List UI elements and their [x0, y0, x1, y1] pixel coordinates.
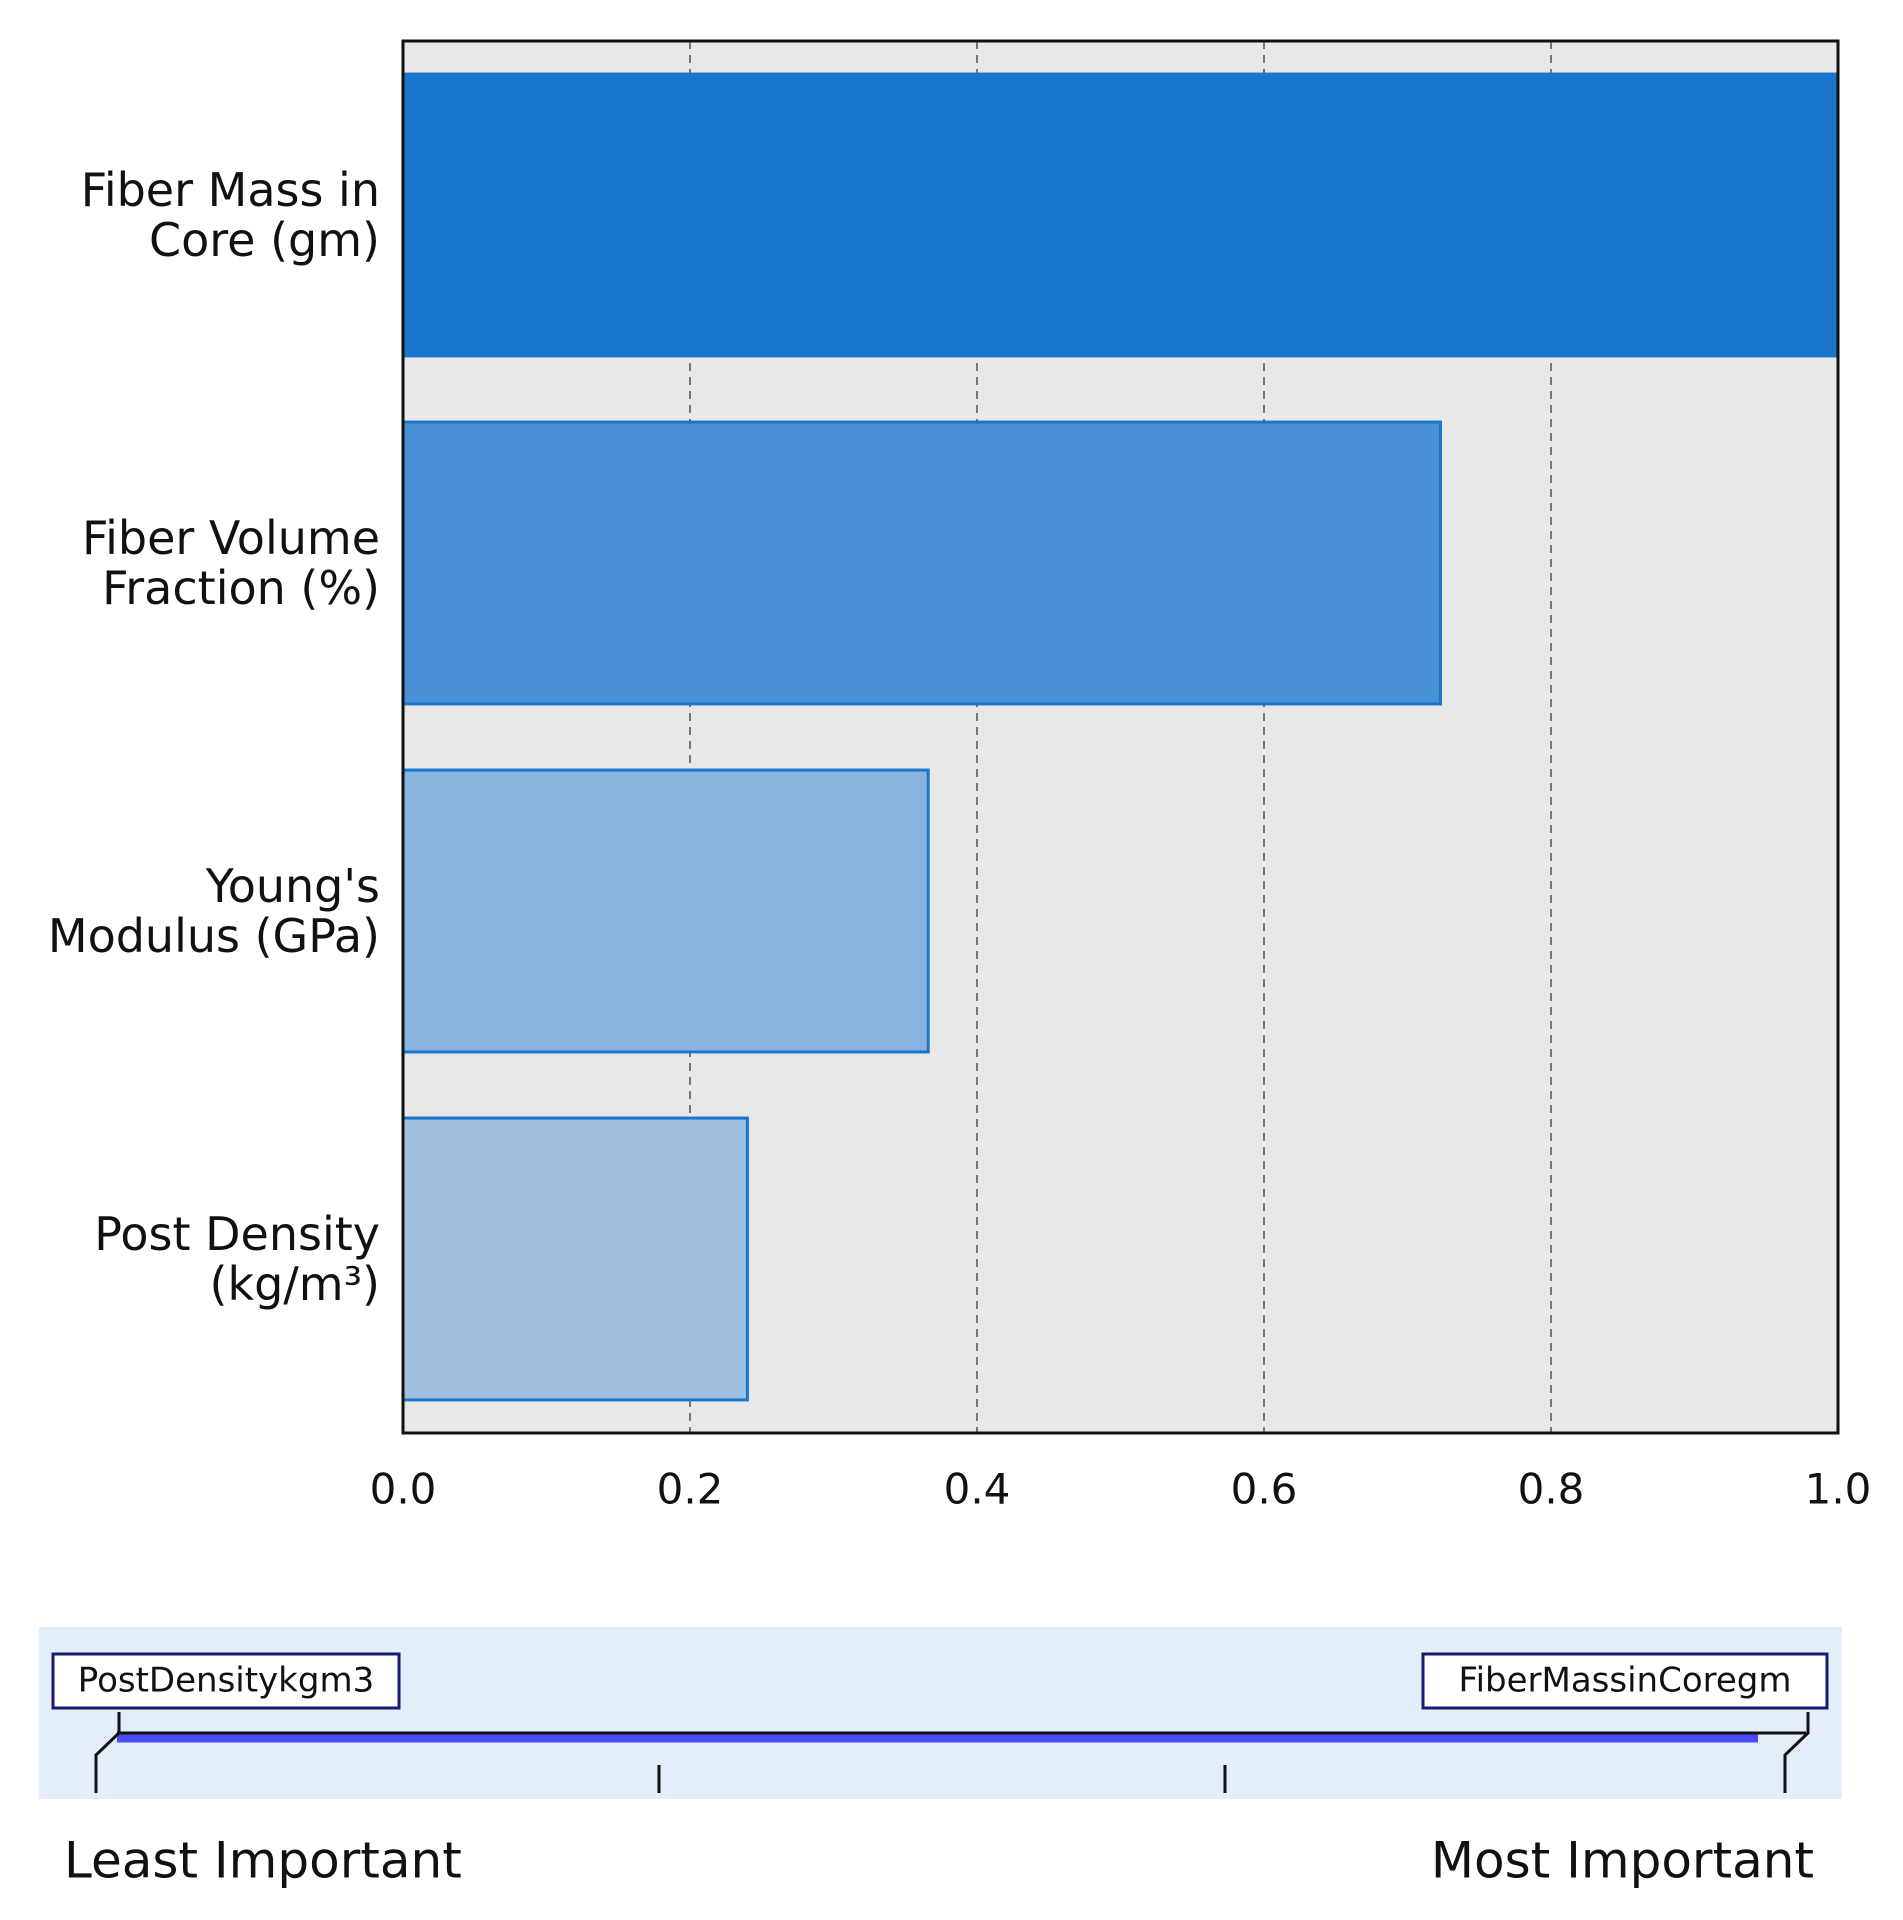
x-tick-label: 0.8: [1518, 1465, 1585, 1514]
y-tick-label: Young's Modulus (GPa): [47, 859, 380, 963]
bar: [401, 1116, 749, 1402]
y-tick-label: Post Density (kg/m³): [94, 1207, 380, 1311]
category-label-wrap: Fiber Volume Fraction (%): [40, 443, 380, 683]
x-tick-label: 0.2: [657, 1465, 724, 1514]
most-item: FiberMassinCoregm: [1459, 1661, 1792, 1701]
bar: [401, 420, 1443, 706]
category-label-box: Fiber Volume Fraction (%): [40, 443, 380, 683]
bar: [401, 768, 930, 1054]
bracket-left: [94, 1712, 121, 1793]
most-item-box: [1421, 1652, 1829, 1710]
y-tick-label: Fiber Volume Fraction (%): [81, 511, 380, 615]
x-tick-label: 0.4: [944, 1465, 1011, 1514]
category-label-wrap: Fiber Mass in Core (gm): [40, 95, 380, 335]
category-label-wrap: Post Density (kg/m³): [40, 1139, 380, 1379]
category-label-wrap: Young's Modulus (GPa): [40, 791, 380, 1031]
least-item: PostDensitykgm3: [78, 1661, 374, 1701]
bracket-right: [1783, 1712, 1810, 1793]
category-label-box: Young's Modulus (GPa): [40, 791, 380, 1031]
bar: [401, 72, 1840, 358]
x-tick-label: 0.6: [1231, 1465, 1298, 1514]
least-label: Least Important: [64, 1832, 462, 1890]
most-label: Most Important: [1431, 1832, 1814, 1890]
least-item-box: [51, 1652, 401, 1710]
x-tick-label: 0.0: [370, 1465, 437, 1514]
plot-border: [401, 39, 1840, 1435]
y-tick-label: Fiber Mass in Core (gm): [80, 163, 380, 267]
category-label-box: Fiber Mass in Core (gm): [40, 95, 380, 335]
category-label-box: Post Density (kg/m³): [40, 1139, 380, 1379]
x-tick-label: 1.0: [1805, 1465, 1872, 1514]
